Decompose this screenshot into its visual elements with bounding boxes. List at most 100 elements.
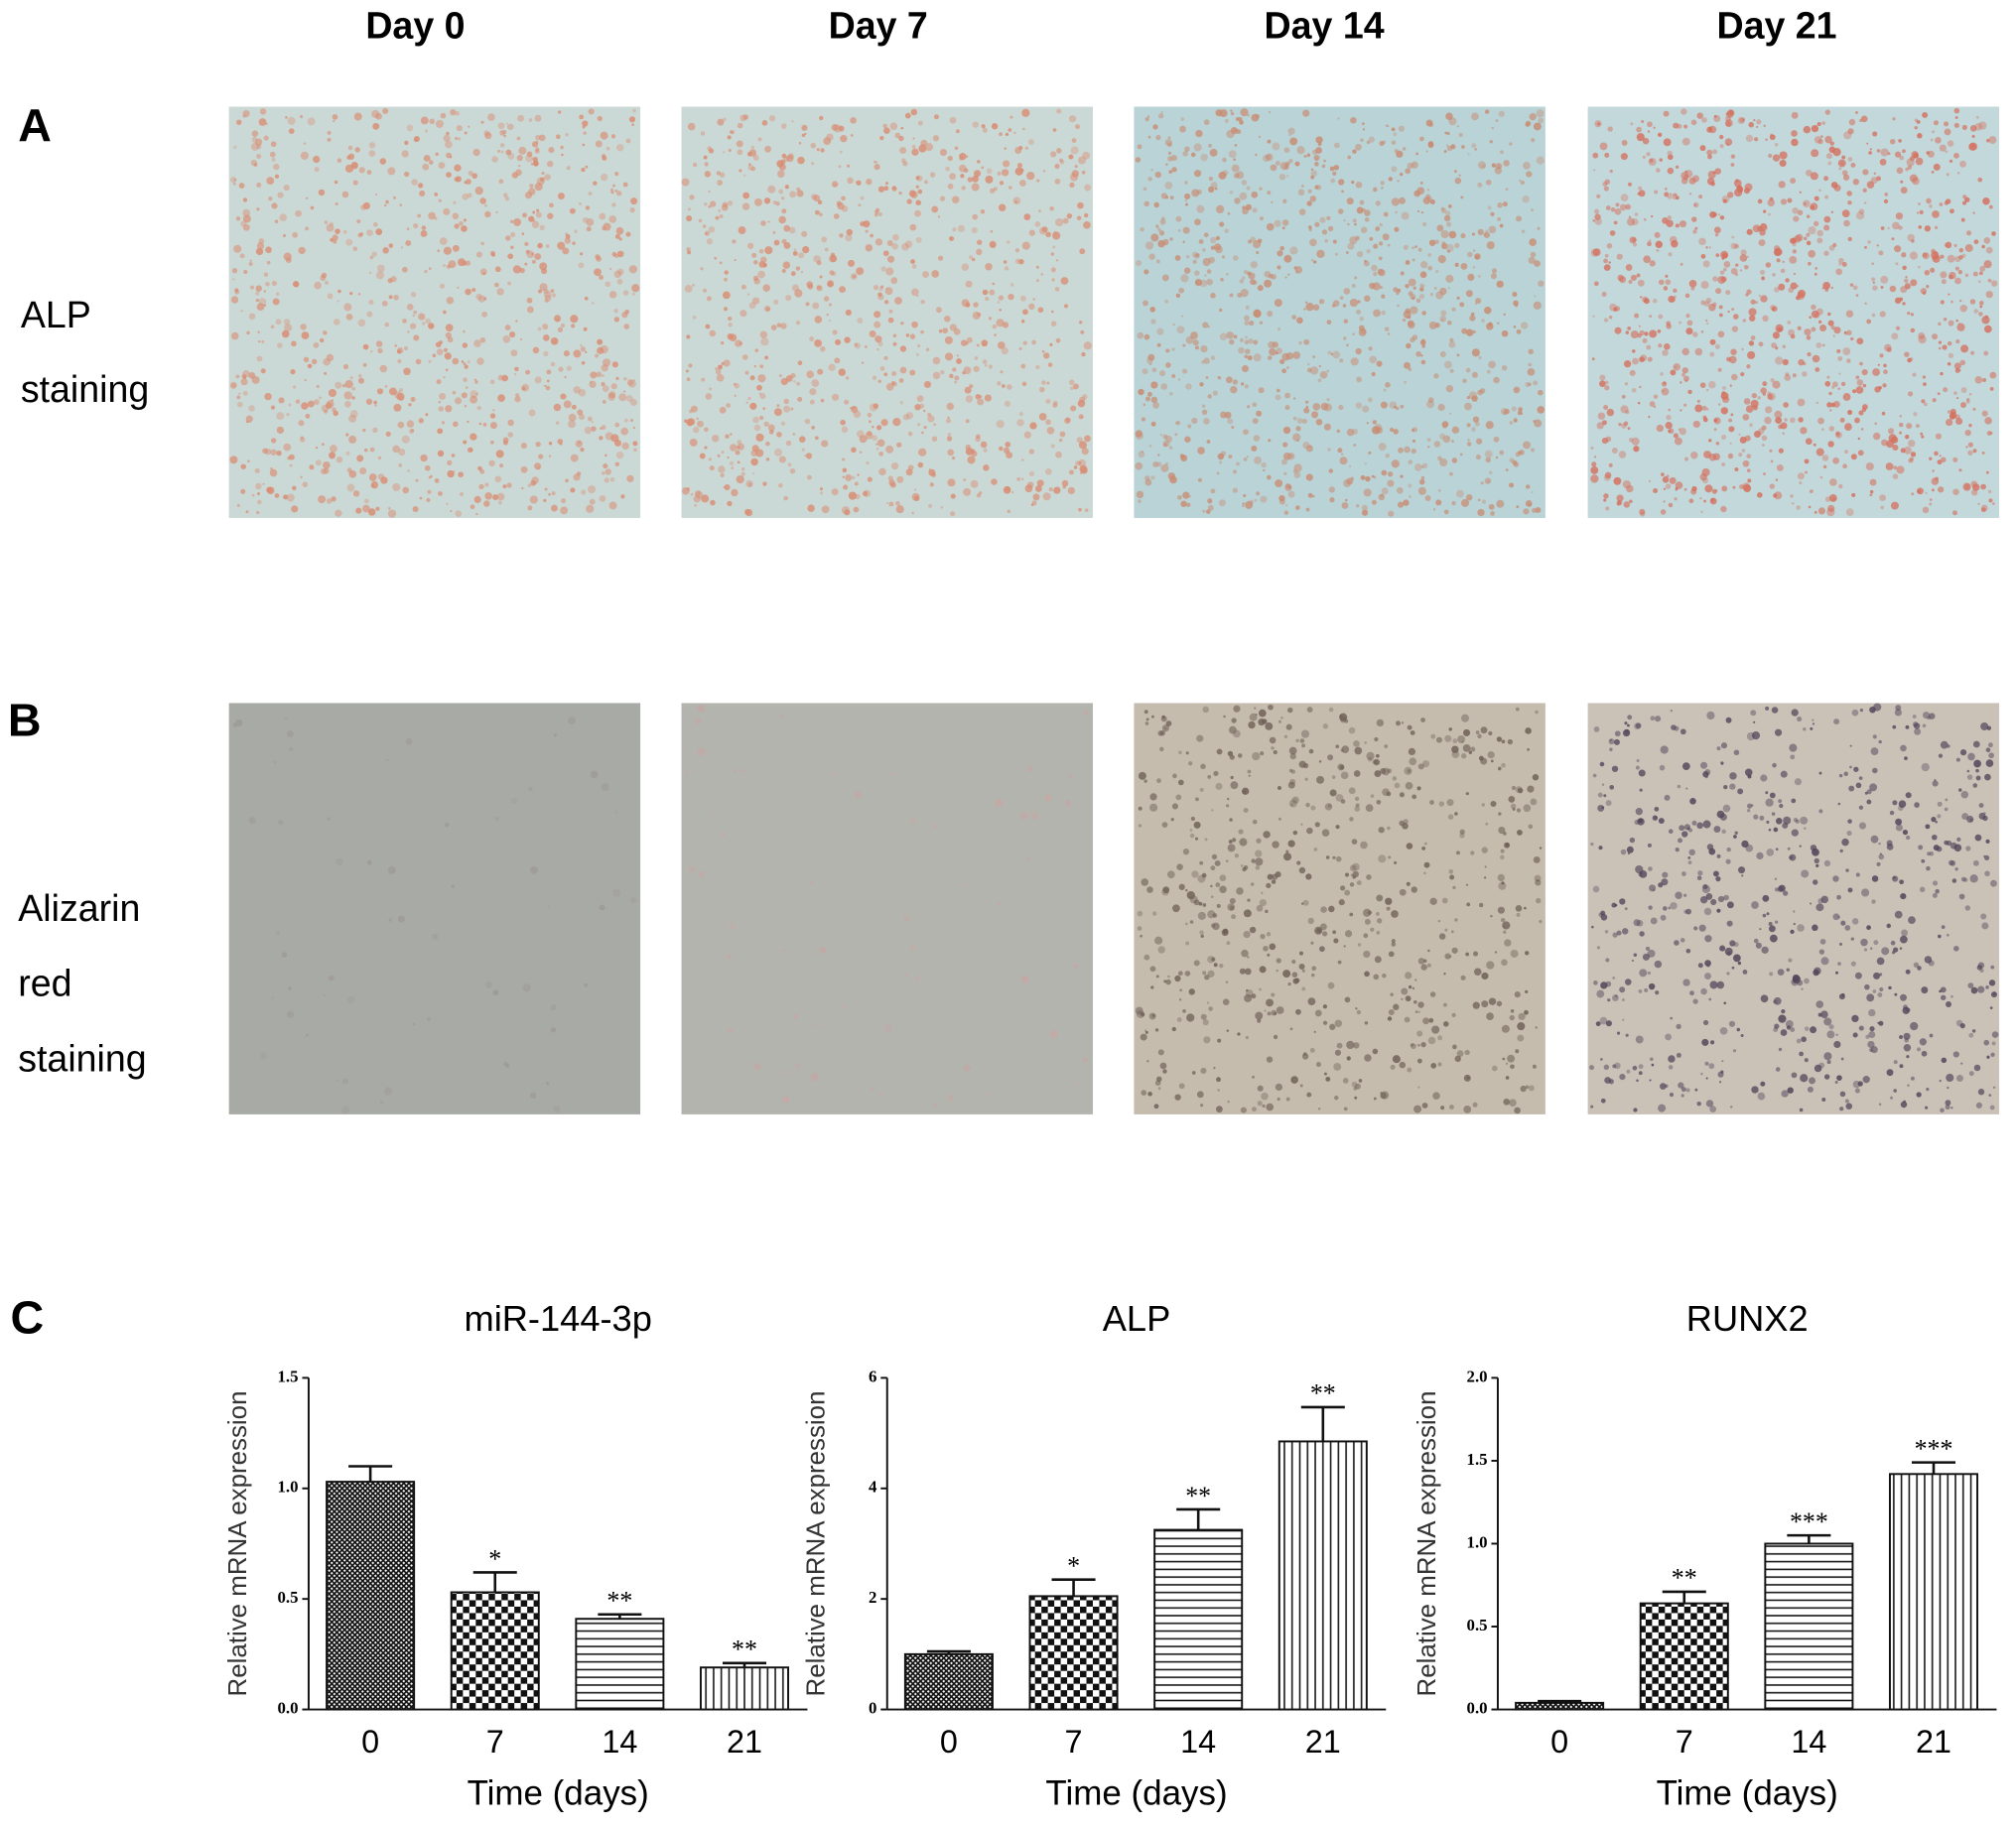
cell — [249, 259, 252, 262]
cell — [1472, 416, 1480, 423]
cell — [476, 406, 481, 411]
cell — [1156, 778, 1161, 784]
cell — [1946, 173, 1949, 177]
cell — [898, 191, 902, 196]
cell — [1459, 829, 1465, 835]
cell — [1713, 417, 1721, 425]
cell — [358, 167, 365, 174]
cell — [1960, 876, 1966, 882]
cell — [1302, 442, 1310, 450]
micrograph — [228, 703, 641, 1114]
cell — [1462, 378, 1467, 383]
cell — [518, 146, 527, 155]
cell — [482, 422, 487, 427]
cell — [1933, 163, 1941, 171]
cell — [1728, 1020, 1736, 1027]
cell — [782, 1096, 790, 1104]
cell — [1209, 148, 1218, 157]
cell — [1260, 934, 1266, 940]
cell — [1261, 461, 1267, 468]
cell — [778, 483, 783, 488]
cell — [1832, 148, 1841, 157]
cell — [1663, 110, 1670, 117]
cell — [1975, 775, 1981, 781]
cell — [1055, 259, 1059, 262]
cell — [1009, 115, 1013, 119]
cell — [611, 361, 618, 368]
cell — [548, 147, 555, 154]
cell — [1069, 182, 1075, 188]
cell — [1498, 110, 1505, 117]
cell — [1484, 109, 1490, 114]
cell — [1797, 472, 1805, 480]
cell — [432, 933, 439, 940]
cell — [1401, 721, 1405, 724]
cell — [1048, 486, 1053, 492]
cell — [1253, 353, 1262, 362]
cell — [1014, 248, 1019, 253]
cell — [1258, 709, 1267, 718]
cell — [1535, 710, 1539, 715]
cell — [1668, 408, 1672, 412]
cell — [1848, 785, 1855, 792]
cell — [345, 314, 353, 321]
cell — [1250, 882, 1255, 886]
cell — [580, 252, 584, 256]
cell — [1206, 269, 1212, 274]
cell — [1799, 481, 1803, 485]
cell — [1181, 315, 1184, 318]
cell — [439, 237, 448, 245]
cell — [1146, 115, 1150, 118]
cell — [324, 371, 328, 375]
cell — [1147, 177, 1152, 182]
cell — [749, 402, 757, 410]
cell — [1507, 1054, 1516, 1063]
cell — [1219, 885, 1227, 893]
cell — [1890, 139, 1896, 145]
cell — [1210, 884, 1213, 888]
cell — [1465, 792, 1469, 796]
cell — [534, 462, 542, 470]
cell — [1828, 245, 1835, 251]
cell — [1251, 191, 1259, 198]
cell — [1829, 141, 1834, 146]
cell — [1490, 211, 1495, 216]
cell — [1388, 951, 1395, 958]
cell — [1346, 197, 1354, 205]
cell — [911, 511, 915, 515]
cell — [1513, 386, 1521, 394]
cell — [1421, 1103, 1428, 1109]
cell — [388, 507, 391, 510]
cell — [1948, 352, 1954, 358]
cell — [1306, 827, 1313, 835]
cell — [887, 317, 894, 324]
cell — [555, 134, 561, 140]
cell — [491, 156, 498, 163]
cell — [1824, 288, 1829, 292]
cell — [1515, 452, 1521, 457]
cell — [1990, 991, 1998, 998]
cell — [1038, 413, 1047, 421]
cell — [1504, 939, 1512, 947]
cell — [690, 405, 698, 413]
cell — [1448, 727, 1452, 731]
cell — [1334, 252, 1338, 256]
cell — [1904, 283, 1911, 290]
cell — [467, 360, 470, 364]
cell — [327, 293, 334, 300]
cell — [1267, 191, 1272, 196]
cell — [932, 371, 941, 380]
cell — [379, 364, 388, 373]
cell — [1327, 981, 1335, 989]
cell — [506, 482, 512, 488]
cell — [1896, 465, 1905, 474]
cell — [971, 226, 978, 234]
cell — [1207, 910, 1216, 919]
cell — [1892, 117, 1896, 121]
cell — [1423, 842, 1427, 846]
cell — [1431, 1025, 1440, 1034]
cell — [917, 343, 921, 348]
cell — [447, 336, 454, 343]
cell — [880, 266, 886, 272]
column-header: Day 21 — [1716, 4, 1836, 46]
